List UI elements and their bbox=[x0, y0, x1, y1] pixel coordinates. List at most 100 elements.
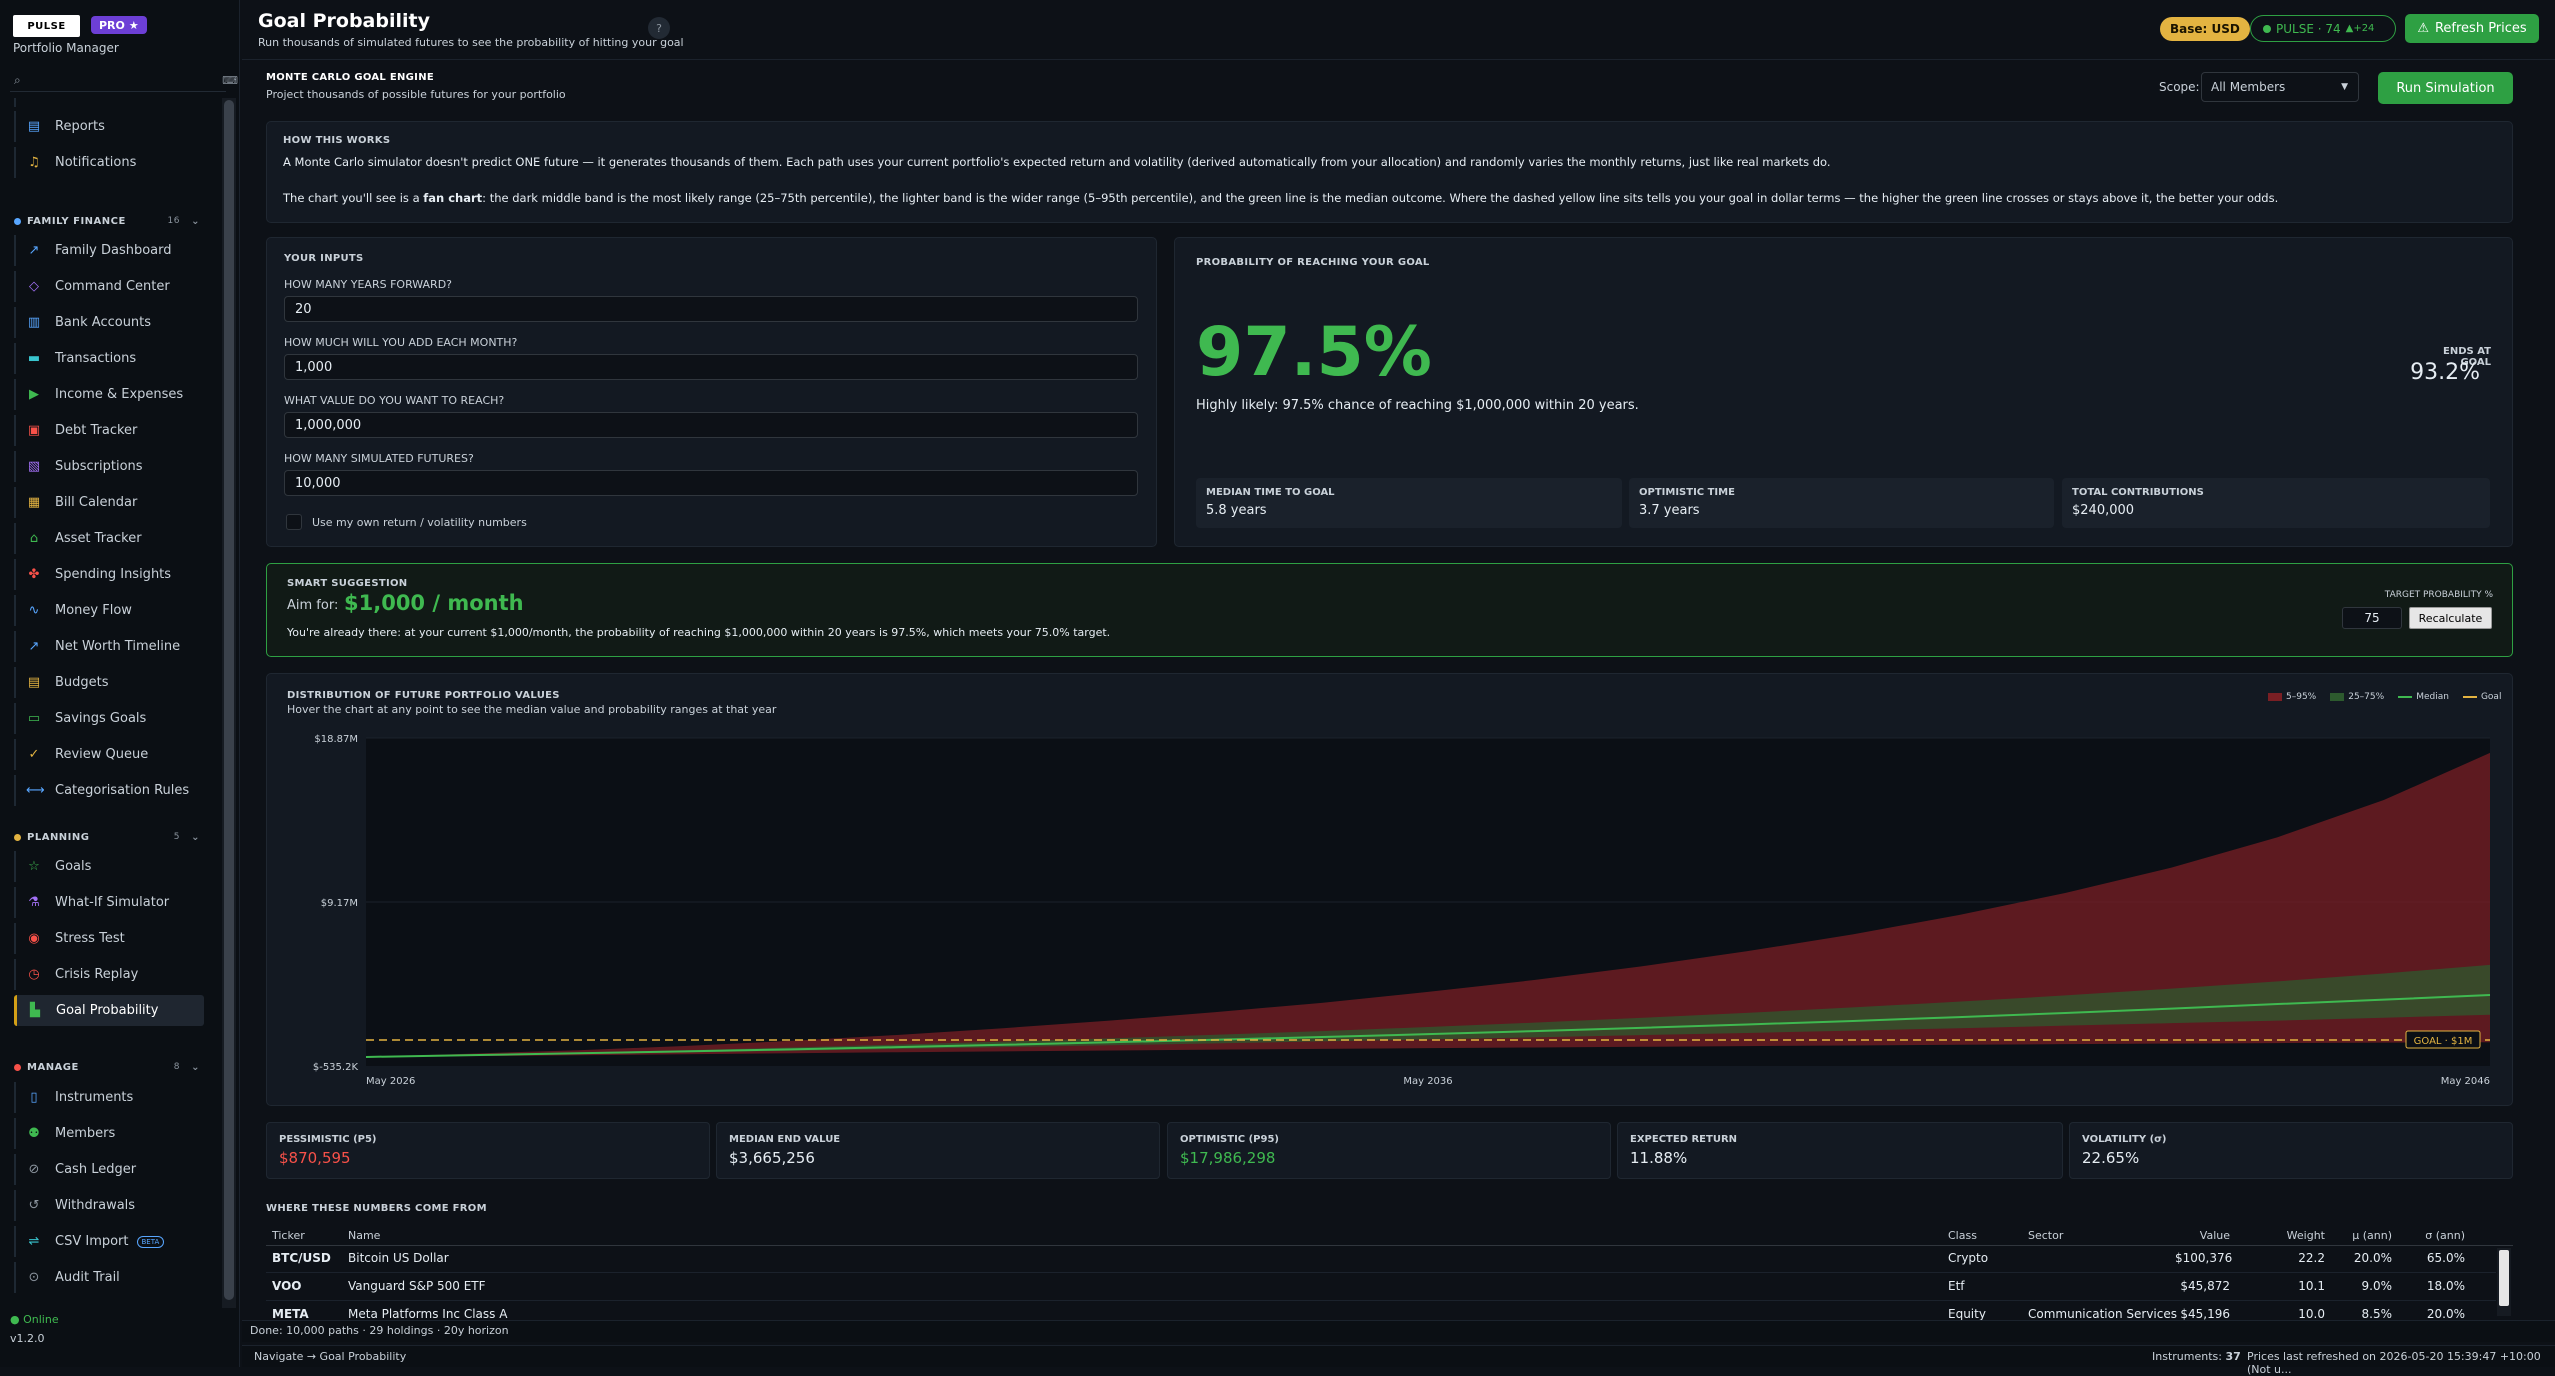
document-icon: ▤ bbox=[27, 119, 41, 134]
sidebar-item-categorisation-rules[interactable]: ⟷ Categorisation Rules bbox=[14, 775, 204, 806]
run-simulation-button[interactable]: Run Simulation bbox=[2378, 72, 2513, 104]
net-worth-timeline-icon: ↗ bbox=[28, 639, 40, 654]
section-planning[interactable]: PLANNING 5 ⌄ bbox=[14, 828, 204, 846]
years-input[interactable]: 20 bbox=[284, 296, 1138, 322]
budgets-icon: ▤ bbox=[27, 675, 41, 690]
cell-ann: 8.5% bbox=[2361, 1307, 2393, 1321]
cell-class: Crypto bbox=[1948, 1251, 1989, 1265]
custom-return-checkbox[interactable] bbox=[286, 514, 302, 530]
sidebar-item-label: Notifications bbox=[55, 155, 137, 170]
sidebar-item-label: Income & Expenses bbox=[55, 387, 184, 402]
sidebar-item-crisis-replay[interactable]: ◷ Crisis Replay bbox=[14, 959, 204, 990]
goal-probability-icon: ▙ bbox=[30, 1003, 40, 1018]
section-family-finance[interactable]: FAMILY FINANCE 16 ⌄ bbox=[14, 212, 204, 230]
fan-chart[interactable]: GOAL · $1M $18.87M $9.17M $-535.2K May 2026 M… bbox=[266, 720, 2513, 1100]
sidebar-item-instruments[interactable]: ▯ Instruments bbox=[14, 1082, 204, 1113]
sidebar-item-goals[interactable]: ☆ Goals bbox=[14, 851, 204, 882]
probability-title: PROBABILITY OF REACHING YOUR GOAL bbox=[1196, 257, 1430, 268]
cell-name: Vanguard S&P 500 ETF bbox=[348, 1279, 486, 1293]
base-currency-badge[interactable]: Base: USD bbox=[2160, 17, 2250, 41]
sidebar-item-spending-insights[interactable]: ✤ Spending Insights bbox=[14, 559, 204, 590]
sims-input[interactable]: 10,000 bbox=[284, 470, 1138, 496]
column-header-weight[interactable]: Weight bbox=[2286, 1229, 2325, 1242]
column-header-class[interactable]: Class bbox=[1948, 1229, 1977, 1242]
target-probability-input[interactable]: 75 bbox=[2342, 607, 2402, 629]
column-header-ann[interactable]: μ (ann) bbox=[2352, 1229, 2392, 1242]
monthly-label: HOW MUCH WILL YOU ADD EACH MONTH? bbox=[284, 336, 518, 349]
pulse-badge[interactable]: PULSE · 74 ▲+24 bbox=[2250, 15, 2396, 42]
sidebar-item-stress-test[interactable]: ◉ Stress Test bbox=[14, 923, 204, 954]
cell-name: Bitcoin US Dollar bbox=[348, 1251, 449, 1265]
sidebar-item-label: Bank Accounts bbox=[55, 315, 152, 330]
section-count: 5 bbox=[173, 832, 180, 842]
sidebar-item-clipped[interactable] bbox=[14, 98, 204, 107]
refresh-prices-button[interactable]: ⚠ Refresh Prices bbox=[2405, 14, 2539, 43]
sidebar-item-cash-ledger[interactable]: ⊘ Cash Ledger bbox=[14, 1154, 204, 1185]
sidebar-item-command-center[interactable]: ◇ Command Center bbox=[14, 271, 204, 302]
column-header-ticker[interactable]: Ticker bbox=[272, 1229, 305, 1242]
target-input[interactable]: 1,000,000 bbox=[284, 412, 1138, 438]
ends-at-goal-label: ENDS AT GOAL bbox=[2443, 346, 2491, 368]
sidebar-item-reports[interactable]: ▤ Reports bbox=[14, 111, 204, 142]
target-label: WHAT VALUE DO YOU WANT TO REACH? bbox=[284, 394, 505, 407]
app-subtitle: Portfolio Manager bbox=[13, 41, 119, 55]
sidebar-item-net-worth-timeline[interactable]: ↗ Net Worth Timeline bbox=[14, 631, 204, 662]
optimistic-time-value: 3.7 years bbox=[1639, 503, 1700, 518]
monthly-input[interactable]: 1,000 bbox=[284, 354, 1138, 380]
bottom-bar: Navigate → Goal Probability Instruments:… bbox=[242, 1345, 2555, 1376]
sidebar-item-transactions[interactable]: ▬ Transactions bbox=[14, 343, 204, 374]
sidebar-item-withdrawals[interactable]: ↺ Withdrawals bbox=[14, 1190, 204, 1221]
sidebar-item-goal-probability[interactable]: ▙ Goal Probability bbox=[14, 995, 204, 1026]
stat-value: $17,986,298 bbox=[1180, 1149, 1276, 1167]
sidebar-item-csv-import[interactable]: ⇌ CSV Import BETA bbox=[14, 1226, 204, 1257]
sidebar-search[interactable]: ⌕ ⌨ bbox=[10, 70, 238, 92]
sidebar-item-money-flow[interactable]: ∿ Money Flow bbox=[14, 595, 204, 626]
section-manage[interactable]: MANAGE 8 ⌄ bbox=[14, 1058, 204, 1076]
stat-optimistic-p95: OPTIMISTIC (P95) $17,986,298 bbox=[1167, 1122, 1611, 1179]
sidebar-item-label: Family Dashboard bbox=[55, 243, 172, 258]
sidebar-item-bill-calendar[interactable]: ▦ Bill Calendar bbox=[14, 487, 204, 518]
stat-value: $3,665,256 bbox=[729, 1149, 815, 1167]
column-header-value[interactable]: Value bbox=[2199, 1229, 2230, 1242]
cell-ann: 20.0% bbox=[2426, 1307, 2465, 1321]
sidebar-item-audit-trail[interactable]: ⊙ Audit Trail bbox=[14, 1262, 204, 1293]
instruments-count: Instruments: 37 bbox=[2152, 1350, 2241, 1363]
sidebar-item-label: Instruments bbox=[55, 1090, 134, 1105]
beta-badge: BETA bbox=[136, 1235, 165, 1248]
table-row[interactable] bbox=[266, 1246, 2496, 1273]
sidebar-item-members[interactable]: ⚉ Members bbox=[14, 1118, 204, 1149]
sidebar-item-notifications[interactable]: ♫ Notifications bbox=[14, 147, 204, 178]
sidebar-item-bank-accounts[interactable]: ▥ Bank Accounts bbox=[14, 307, 204, 338]
what-if-simulator-icon: ⚗ bbox=[28, 895, 40, 910]
sidebar-item-label: CSV Import bbox=[55, 1234, 129, 1249]
sidebar-item-asset-tracker[interactable]: ⌂ Asset Tracker bbox=[14, 523, 204, 554]
sidebar-item-debt-tracker[interactable]: ▣ Debt Tracker bbox=[14, 415, 204, 446]
holdings-scroll-thumb[interactable] bbox=[2499, 1250, 2509, 1306]
sidebar-item-review-queue[interactable]: ✓ Review Queue bbox=[14, 739, 204, 770]
stress-test-icon: ◉ bbox=[28, 931, 40, 946]
help-button[interactable]: ? bbox=[648, 17, 670, 39]
holdings-scrollbar[interactable] bbox=[2497, 1248, 2511, 1316]
x-tick-label: May 2036 bbox=[1403, 1076, 1452, 1087]
cell-weight: 10.0 bbox=[2298, 1307, 2325, 1321]
column-header-name[interactable]: Name bbox=[348, 1229, 381, 1242]
custom-return-label: Use my own return / volatility numbers bbox=[312, 516, 527, 529]
sidebar-item-subscriptions[interactable]: ▧ Subscriptions bbox=[14, 451, 204, 482]
cell-weight: 10.1 bbox=[2298, 1279, 2325, 1293]
column-header-ann[interactable]: σ (ann) bbox=[2425, 1229, 2465, 1242]
sidebar-item-budgets[interactable]: ▤ Budgets bbox=[14, 667, 204, 698]
recalculate-button[interactable]: Recalculate bbox=[2409, 607, 2492, 629]
sidebar-item-savings-goals[interactable]: ▭ Savings Goals bbox=[14, 703, 204, 734]
sidebar-scroll-thumb[interactable] bbox=[224, 100, 234, 1300]
sidebar-item-income-expenses[interactable]: ▶ Income & Expenses bbox=[14, 379, 204, 410]
refresh-prices-label: Refresh Prices bbox=[2434, 21, 2527, 36]
sidebar-item-what-if-simulator[interactable]: ⚗ What-If Simulator bbox=[14, 887, 204, 918]
cell-value: $45,872 bbox=[2180, 1279, 2230, 1293]
command-center-icon: ◇ bbox=[29, 279, 39, 294]
column-header-sector[interactable]: Sector bbox=[2028, 1229, 2064, 1242]
table-row[interactable] bbox=[266, 1274, 2496, 1301]
sidebar-item-family-dashboard[interactable]: ↗ Family Dashboard bbox=[14, 235, 204, 266]
legend-label: Median bbox=[2416, 692, 2449, 702]
legend-label: Goal bbox=[2480, 692, 2502, 702]
scope-select[interactable]: All Members ▼ bbox=[2201, 72, 2359, 102]
